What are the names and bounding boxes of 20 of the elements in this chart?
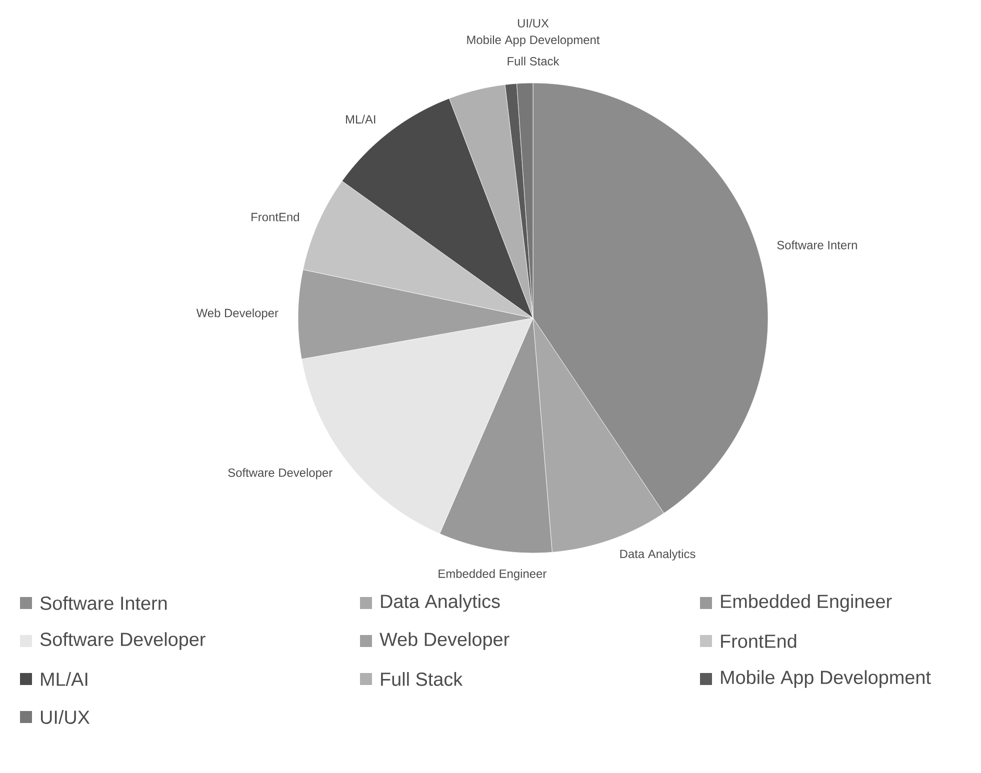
legend-label: UI/UX xyxy=(40,710,90,724)
legend-label: Mobile App Development xyxy=(721,670,931,688)
slice-label: Embedded Engineer xyxy=(438,569,546,580)
legend-label: Web Developer xyxy=(380,632,510,650)
slice-label: Software Intern xyxy=(777,240,857,250)
legend-label: Full Stack xyxy=(381,672,463,686)
slice-label: ML/AI xyxy=(346,114,376,124)
legend-label: Software Intern xyxy=(40,596,167,610)
slice-label: Web Developer xyxy=(196,308,278,320)
slice-label: Data Analytics xyxy=(620,549,696,561)
category-label: Mobile App Development xyxy=(467,35,600,46)
slice-label: Software Developer xyxy=(228,468,332,480)
legend-label: FrontEnd xyxy=(721,634,796,648)
legend-label: Data Analytics xyxy=(381,594,500,612)
legend-label: Software Developer xyxy=(40,632,206,650)
slice-label: FrontEnd xyxy=(252,212,299,222)
category-label: Full Stack xyxy=(508,56,560,66)
legend-label: ML/AI xyxy=(41,672,88,686)
legend-label: Embedded Engineer xyxy=(721,594,892,612)
category-label: UI/UX xyxy=(518,18,549,28)
